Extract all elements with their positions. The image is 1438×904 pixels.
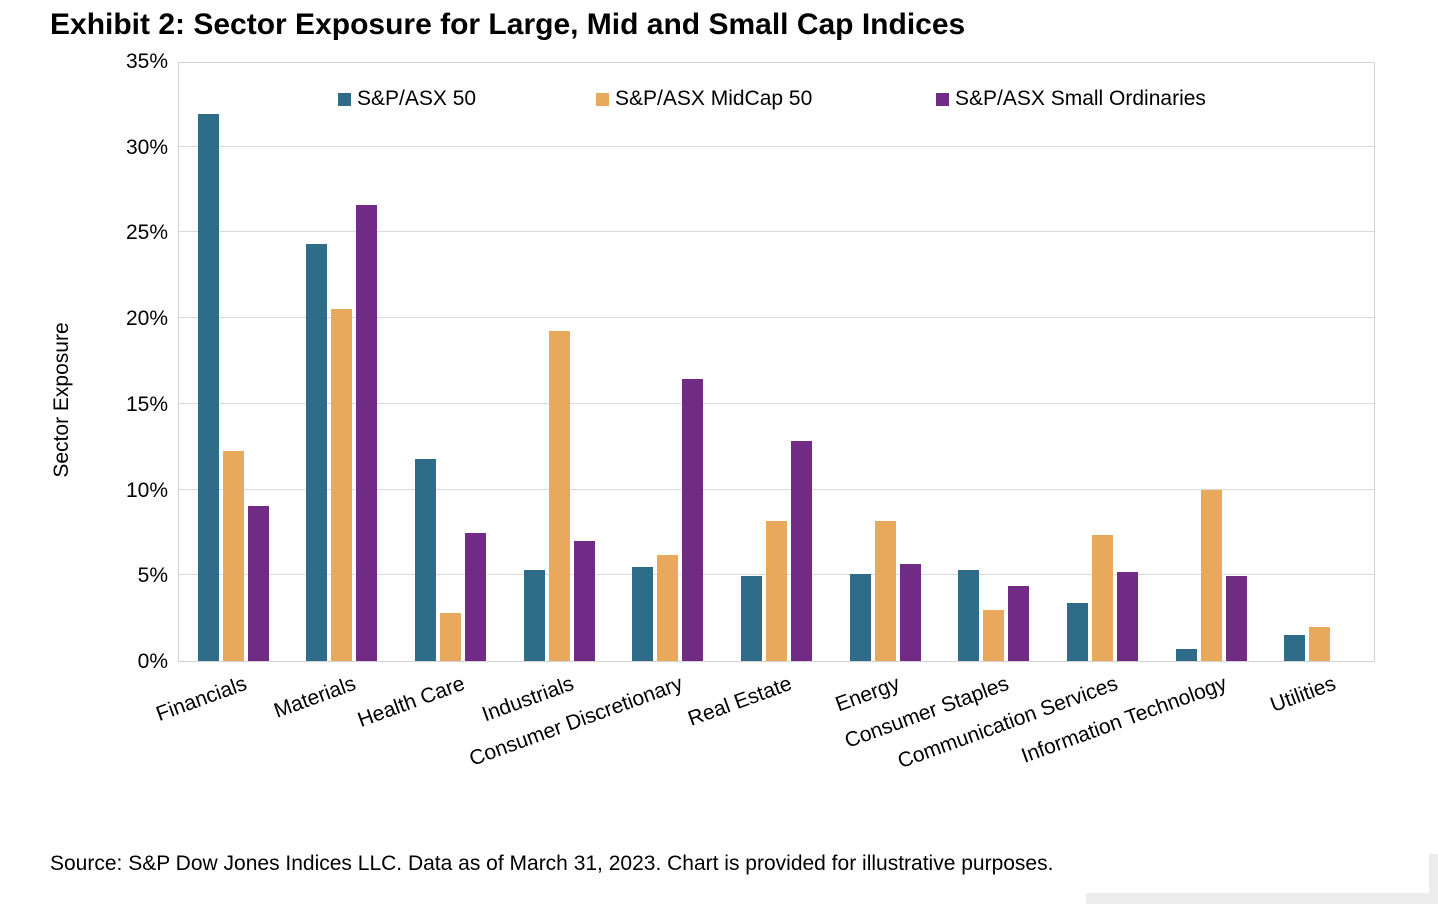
bar [1200, 490, 1222, 661]
source-note: Source: S&P Dow Jones Indices LLC. Data … [50, 852, 1054, 875]
bar-group [722, 63, 831, 661]
bar [523, 570, 545, 661]
legend-label: S&P/ASX MidCap 50 [615, 87, 813, 110]
bar-group [396, 63, 505, 661]
page-edge-bottom [1086, 893, 1438, 904]
gridline [179, 145, 1374, 147]
bar [356, 204, 378, 661]
bar [791, 440, 813, 661]
x-axis-label: Energy [832, 672, 904, 717]
bar-group [505, 63, 614, 661]
gridline [179, 402, 1374, 404]
bar [657, 555, 679, 661]
bar [440, 613, 462, 661]
y-tick-label: 10% [125, 478, 168, 502]
legend-item: S&P/ASX 50 [338, 87, 476, 111]
y-axis-title: Sector Exposure [50, 322, 73, 478]
bar [1175, 649, 1197, 661]
bar [632, 567, 654, 661]
page-edge-right [1429, 854, 1438, 904]
y-tick-label: 30% [125, 135, 168, 159]
y-tick-label: 20% [125, 307, 168, 331]
bar [465, 532, 487, 661]
bar [1284, 635, 1306, 661]
y-tick-label: 25% [125, 221, 168, 245]
bar [1116, 572, 1138, 661]
x-axis-label: Health Care [354, 672, 468, 732]
bar [899, 563, 921, 661]
bar [548, 331, 570, 661]
bar [197, 114, 219, 661]
bar [1225, 575, 1247, 661]
bar-group [288, 63, 397, 661]
y-tick-label: 35% [125, 50, 168, 73]
bar-group [614, 63, 723, 661]
gridline [179, 231, 1374, 233]
bar-group [939, 63, 1048, 661]
legend-label: S&P/ASX Small Ordinaries [955, 87, 1206, 110]
bar [1309, 626, 1331, 661]
bar [741, 575, 763, 661]
bar [1066, 602, 1088, 661]
bar [306, 244, 328, 661]
bar [874, 520, 896, 661]
bar-groups [179, 63, 1374, 661]
legend-item: S&P/ASX Small Ordinaries [936, 87, 1206, 111]
x-axis-label: Utilities [1266, 672, 1339, 717]
y-tick-label: 15% [125, 392, 168, 416]
bar-group [1265, 63, 1374, 661]
gridline [179, 317, 1374, 319]
bar [222, 450, 244, 661]
legend-item: S&P/ASX MidCap 50 [596, 87, 812, 111]
bar [331, 309, 353, 661]
legend-swatch-icon [596, 92, 609, 106]
legend-label: S&P/ASX 50 [357, 87, 477, 110]
bar-group [1157, 63, 1266, 661]
bar-group [179, 63, 288, 661]
y-tick-label: 5% [137, 564, 168, 588]
bar [415, 459, 437, 661]
bar [1008, 585, 1030, 661]
gridline [179, 488, 1374, 490]
bar [983, 609, 1005, 661]
bar-group [1048, 63, 1157, 661]
bar [1091, 534, 1113, 661]
bar [849, 573, 871, 661]
bar [573, 541, 595, 661]
legend-swatch-icon [338, 92, 351, 106]
bar [682, 379, 704, 661]
bar [958, 570, 980, 661]
x-axis-label: Materials [271, 672, 360, 723]
bar [247, 505, 269, 661]
legend-swatch-icon [936, 92, 949, 106]
plot-area: S&P/ASX 50 S&P/ASX MidCap 50 S&P/ASX Small… [178, 62, 1375, 662]
y-tick-label: 0% [137, 650, 168, 673]
x-axis-label: Financials [153, 672, 251, 726]
bar [766, 520, 788, 661]
chart-title: Exhibit 2: Sector Exposure for Large, Mi… [50, 8, 966, 41]
bar-group [831, 63, 940, 661]
x-axis-label: Real Estate [684, 672, 795, 731]
